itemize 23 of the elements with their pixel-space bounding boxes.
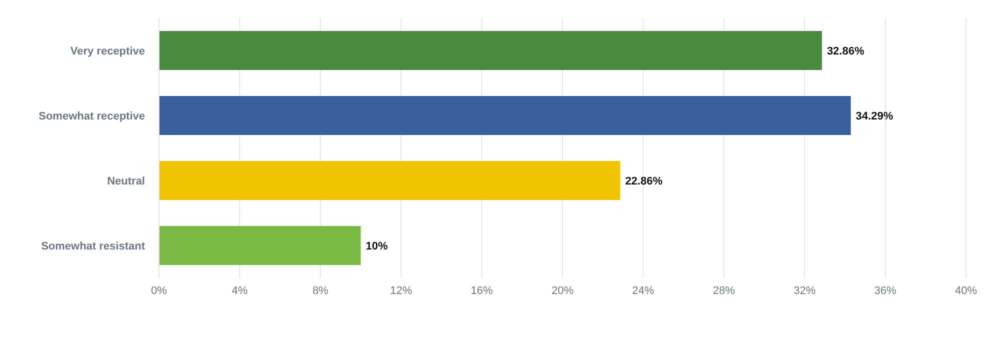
bar bbox=[159, 96, 851, 135]
data-label: 22.86% bbox=[625, 175, 663, 188]
x-tick-label: 12% bbox=[390, 284, 412, 297]
x-tick-label: 32% bbox=[794, 284, 816, 297]
bar bbox=[159, 161, 620, 200]
x-tick-label: 28% bbox=[712, 284, 736, 297]
x-tick-label: 4% bbox=[232, 284, 248, 297]
bar bbox=[159, 226, 361, 265]
y-tick-label: Somewhat receptive bbox=[38, 110, 145, 122]
y-tick-label: Neutral bbox=[107, 175, 145, 188]
x-tick-label: 36% bbox=[874, 284, 897, 297]
y-tick-label: Very receptive bbox=[70, 45, 145, 58]
data-label: 10% bbox=[366, 240, 388, 252]
data-label: 34.29% bbox=[856, 110, 894, 122]
x-tick-label: 8% bbox=[312, 284, 329, 297]
x-tick-label: 20% bbox=[551, 284, 574, 297]
x-tick-label: 0% bbox=[151, 284, 168, 297]
bar bbox=[159, 31, 822, 70]
data-label: 32.86% bbox=[826, 45, 864, 58]
x-tick-label: 16% bbox=[470, 284, 494, 297]
y-tick-label: Somewhat resistant bbox=[41, 240, 146, 252]
x-tick-label: 40% bbox=[954, 284, 978, 297]
x-tick-label: 24% bbox=[632, 284, 654, 297]
